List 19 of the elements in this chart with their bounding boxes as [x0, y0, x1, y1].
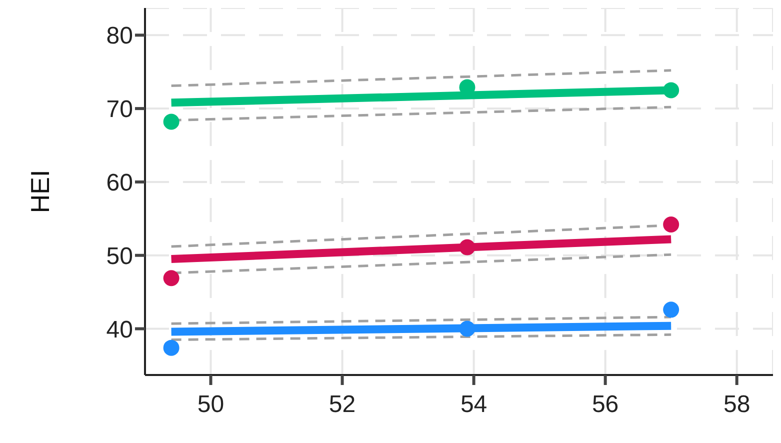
point: [459, 320, 476, 337]
y-tick-label: 70: [106, 96, 133, 124]
x-tick-label: 58: [723, 391, 750, 418]
point: [459, 239, 476, 256]
point: [163, 340, 180, 356]
x-tick-label: 50: [197, 391, 224, 418]
point: [163, 114, 180, 130]
y-tick-label: 50: [106, 242, 133, 270]
point: [163, 270, 180, 286]
y-tick-label: 80: [106, 22, 133, 50]
point: [663, 302, 680, 318]
y-tick-label: 40: [106, 316, 133, 344]
point: [663, 82, 680, 98]
y-axis-title: HEI: [25, 170, 56, 214]
x-tick-label: 52: [328, 391, 356, 418]
x-tick-label: 56: [592, 391, 619, 418]
x-tick-label: 54: [460, 391, 488, 418]
point: [663, 216, 680, 233]
y-tick-label: 60: [106, 169, 133, 196]
